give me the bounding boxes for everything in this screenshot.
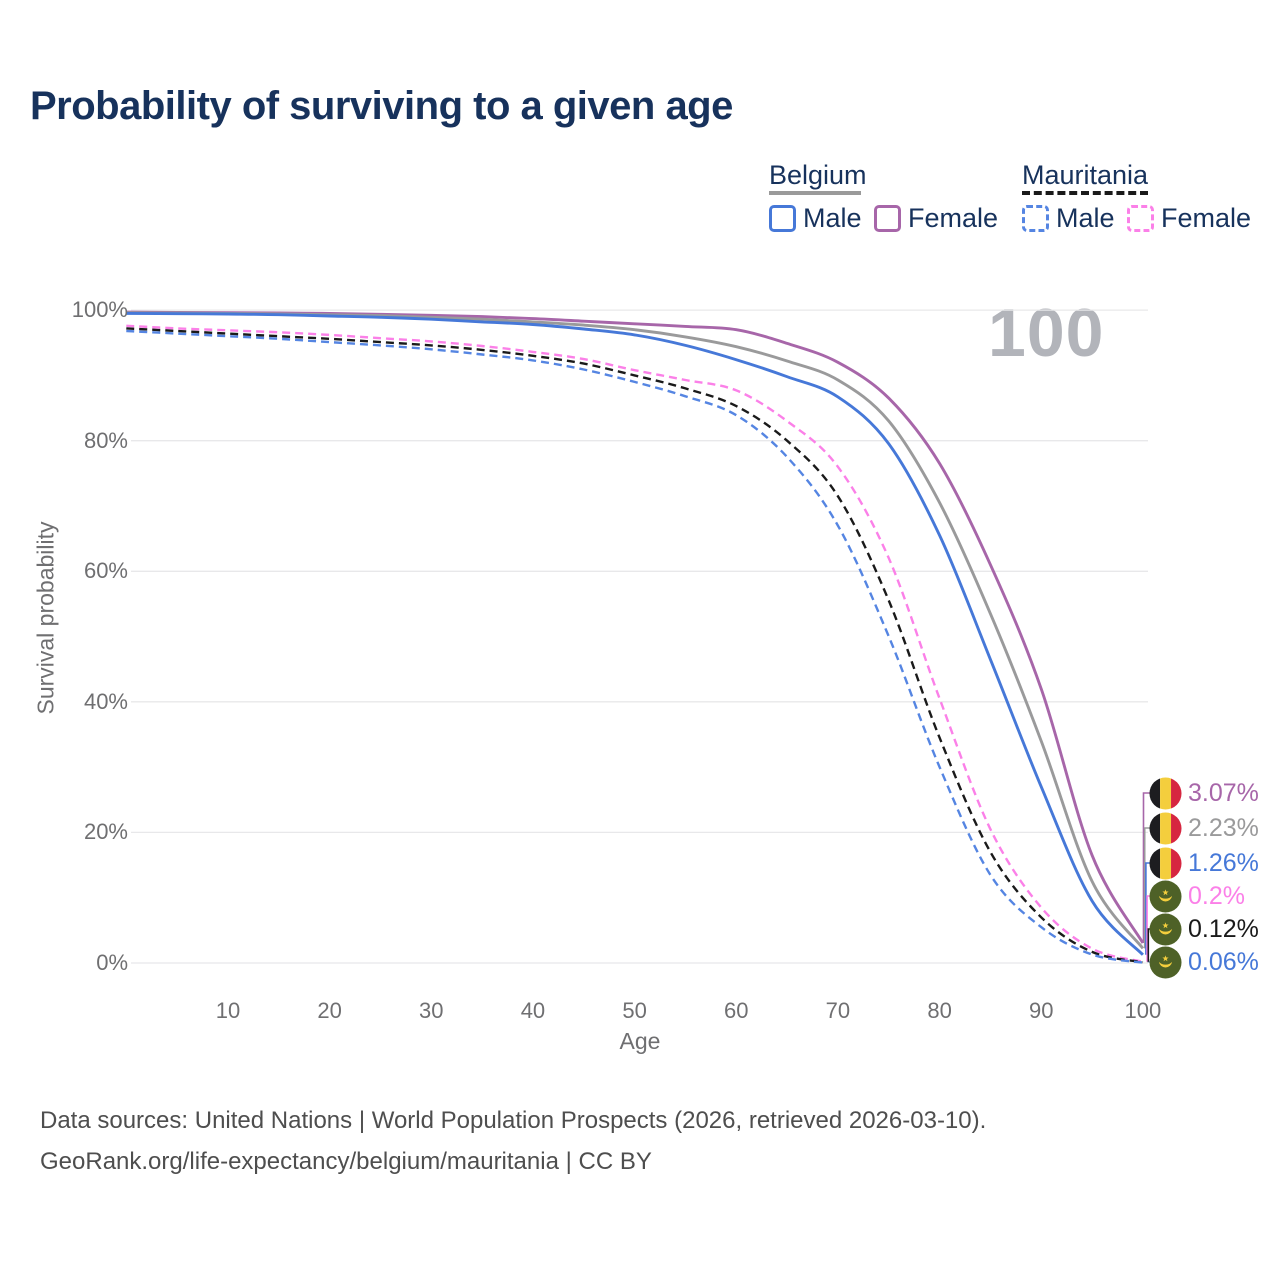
belgium-flag-icon [1149, 776, 1182, 810]
legend-label-mauritania-male: Male [1056, 203, 1115, 233]
x-tick-80: 80 [927, 998, 952, 1023]
end-label-belgium-female: 3.07% [1149, 776, 1259, 810]
connector-belgium-female [1142, 792, 1150, 943]
belgium-flag-icon [1149, 846, 1182, 880]
y-tick-100: 100% [71, 297, 128, 323]
connector-mauritania-total [1147, 928, 1150, 963]
x-tick-70: 70 [825, 998, 851, 1023]
end-label-value: 2.23% [1188, 813, 1259, 842]
x-tick-60: 60 [724, 998, 749, 1023]
legend-item-mauritania-male[interactable]: Male [1022, 203, 1115, 234]
footer: Data sources: United Nations | World Pop… [40, 1100, 986, 1182]
x-tick-30: 30 [419, 998, 444, 1023]
end-label-mauritania-total: 0.12% [1149, 912, 1259, 946]
footer-attribution: GeoRank.org/life-expectancy/belgium/maur… [40, 1148, 652, 1175]
end-label-value: 0.12% [1188, 914, 1259, 943]
x-tick-20: 20 [317, 998, 342, 1023]
x-tick-40: 40 [520, 998, 546, 1023]
y-tick-20: 20% [83, 819, 128, 845]
legend-label-belgium-male: Male [803, 203, 862, 233]
legend-item-mauritania-female[interactable]: Female [1127, 203, 1251, 234]
y-axis-title: Survival probability [32, 521, 59, 715]
legend-swatch-belgium-male-icon[interactable] [769, 205, 796, 232]
belgium-flag-icon [1149, 811, 1182, 845]
curve-mauritania-male [126, 329, 1144, 964]
y-tick-60: 60% [83, 558, 128, 584]
legend-swatch-mauritania-female-icon[interactable] [1127, 205, 1154, 232]
end-label-value: 1.26% [1188, 848, 1259, 877]
legend-item-belgium-female[interactable]: Female [874, 203, 998, 234]
legend-swatch-mauritania-male-icon[interactable] [1022, 205, 1049, 232]
curve-belgium-female [126, 310, 1145, 944]
end-label-value: 3.07% [1188, 778, 1259, 807]
x-tick-100: 100 [1124, 998, 1162, 1023]
page-title: Probability of surviving to a given age [30, 84, 733, 128]
y-tick-80: 80% [83, 427, 128, 453]
end-label-mauritania-male: 0.06% [1149, 945, 1259, 979]
legend-label-belgium-female: Female [908, 203, 999, 233]
end-label-belgium-total: 2.23% [1149, 811, 1259, 845]
x-axis-title: Age [619, 1028, 661, 1054]
curve-belgium-total [126, 311, 1145, 950]
end-label-belgium-male: 1.26% [1149, 846, 1259, 880]
mauritania-flag-icon [1149, 879, 1182, 913]
end-label-value: 0.2% [1188, 881, 1245, 910]
curve-mauritania-female [126, 324, 1144, 963]
x-tick-90: 90 [1028, 998, 1054, 1023]
legend-country-belgium: Belgium [769, 160, 867, 190]
x-tick-10: 10 [215, 998, 241, 1023]
connector-mauritania-female [1146, 895, 1150, 962]
legend-country-mauritania: Mauritania [1022, 160, 1149, 190]
y-tick-0: 0% [96, 950, 128, 975]
y-tick-40: 40% [83, 688, 128, 714]
legend-underline-belgium [769, 191, 861, 195]
connector-belgium-total [1143, 827, 1150, 949]
legend-swatch-belgium-female-icon[interactable] [874, 205, 901, 232]
age-watermark: 100 [988, 295, 1105, 371]
connector-belgium-male [1145, 862, 1150, 955]
mauritania-flag-icon [1149, 912, 1182, 946]
curve-mauritania-total [126, 327, 1144, 964]
end-label-value: 0.06% [1188, 947, 1259, 976]
curve-belgium-male [126, 311, 1144, 956]
mauritania-flag-icon [1149, 945, 1182, 979]
legend-underline-mauritania [1022, 191, 1148, 195]
legend-label-mauritania-female: Female [1161, 203, 1252, 233]
legend-item-belgium-male[interactable]: Male [769, 203, 862, 234]
footer-data-sources: Data sources: United Nations | World Pop… [40, 1107, 987, 1134]
x-tick-50: 50 [622, 998, 647, 1023]
end-label-mauritania-female: 0.2% [1149, 879, 1245, 913]
